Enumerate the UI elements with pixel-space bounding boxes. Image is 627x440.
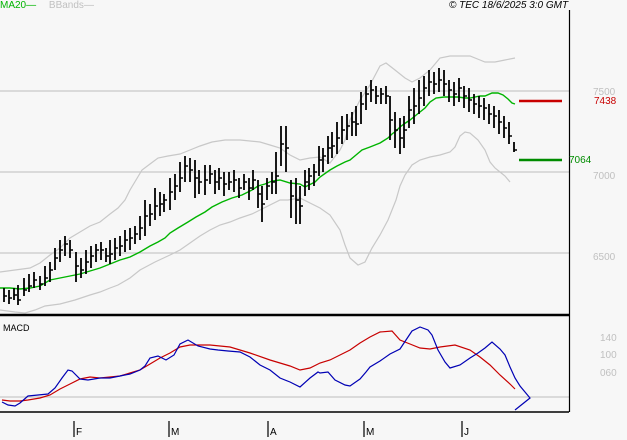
macd-axis-label-140: 140: [600, 333, 617, 344]
x-ticks: [73, 421, 463, 437]
price-gridlines: [0, 90, 569, 398]
ma20-line: [0, 92, 516, 290]
macd-panel-title: MACD: [3, 323, 30, 333]
price-axis-label-7500: 7500: [593, 87, 616, 98]
x-label-feb: F: [76, 427, 83, 438]
chart-legend: MA20— BBands—: [0, 0, 94, 12]
legend-bbands-swatch: —: [83, 0, 94, 11]
bollinger-bands: [0, 55, 516, 314]
x-label-may: M: [366, 427, 375, 438]
legend-ma20-swatch: —: [26, 0, 37, 11]
macd-axis-label-060: 060: [600, 368, 617, 379]
legend-bbands-label: BBands: [48, 0, 84, 11]
macd-signal-line: [1, 330, 516, 402]
price-axis-label-6500: 6500: [593, 252, 616, 263]
copyright-text: © TEC 18/6/2025 3:0 GMT: [449, 0, 569, 11]
resistance-value: 7438: [594, 96, 617, 107]
legend-ma20-label: MA20: [0, 0, 27, 11]
x-label-mar: M: [171, 427, 180, 438]
macd-line: [1, 326, 531, 411]
support-value: 7064: [569, 155, 592, 166]
x-label-jun: J: [464, 427, 469, 438]
x-label-apr: A: [270, 427, 277, 438]
ohlc-bars: [3, 68, 517, 305]
macd-axis-label-100: 100: [600, 350, 617, 361]
price-axis-label-7000: 7000: [593, 171, 616, 182]
